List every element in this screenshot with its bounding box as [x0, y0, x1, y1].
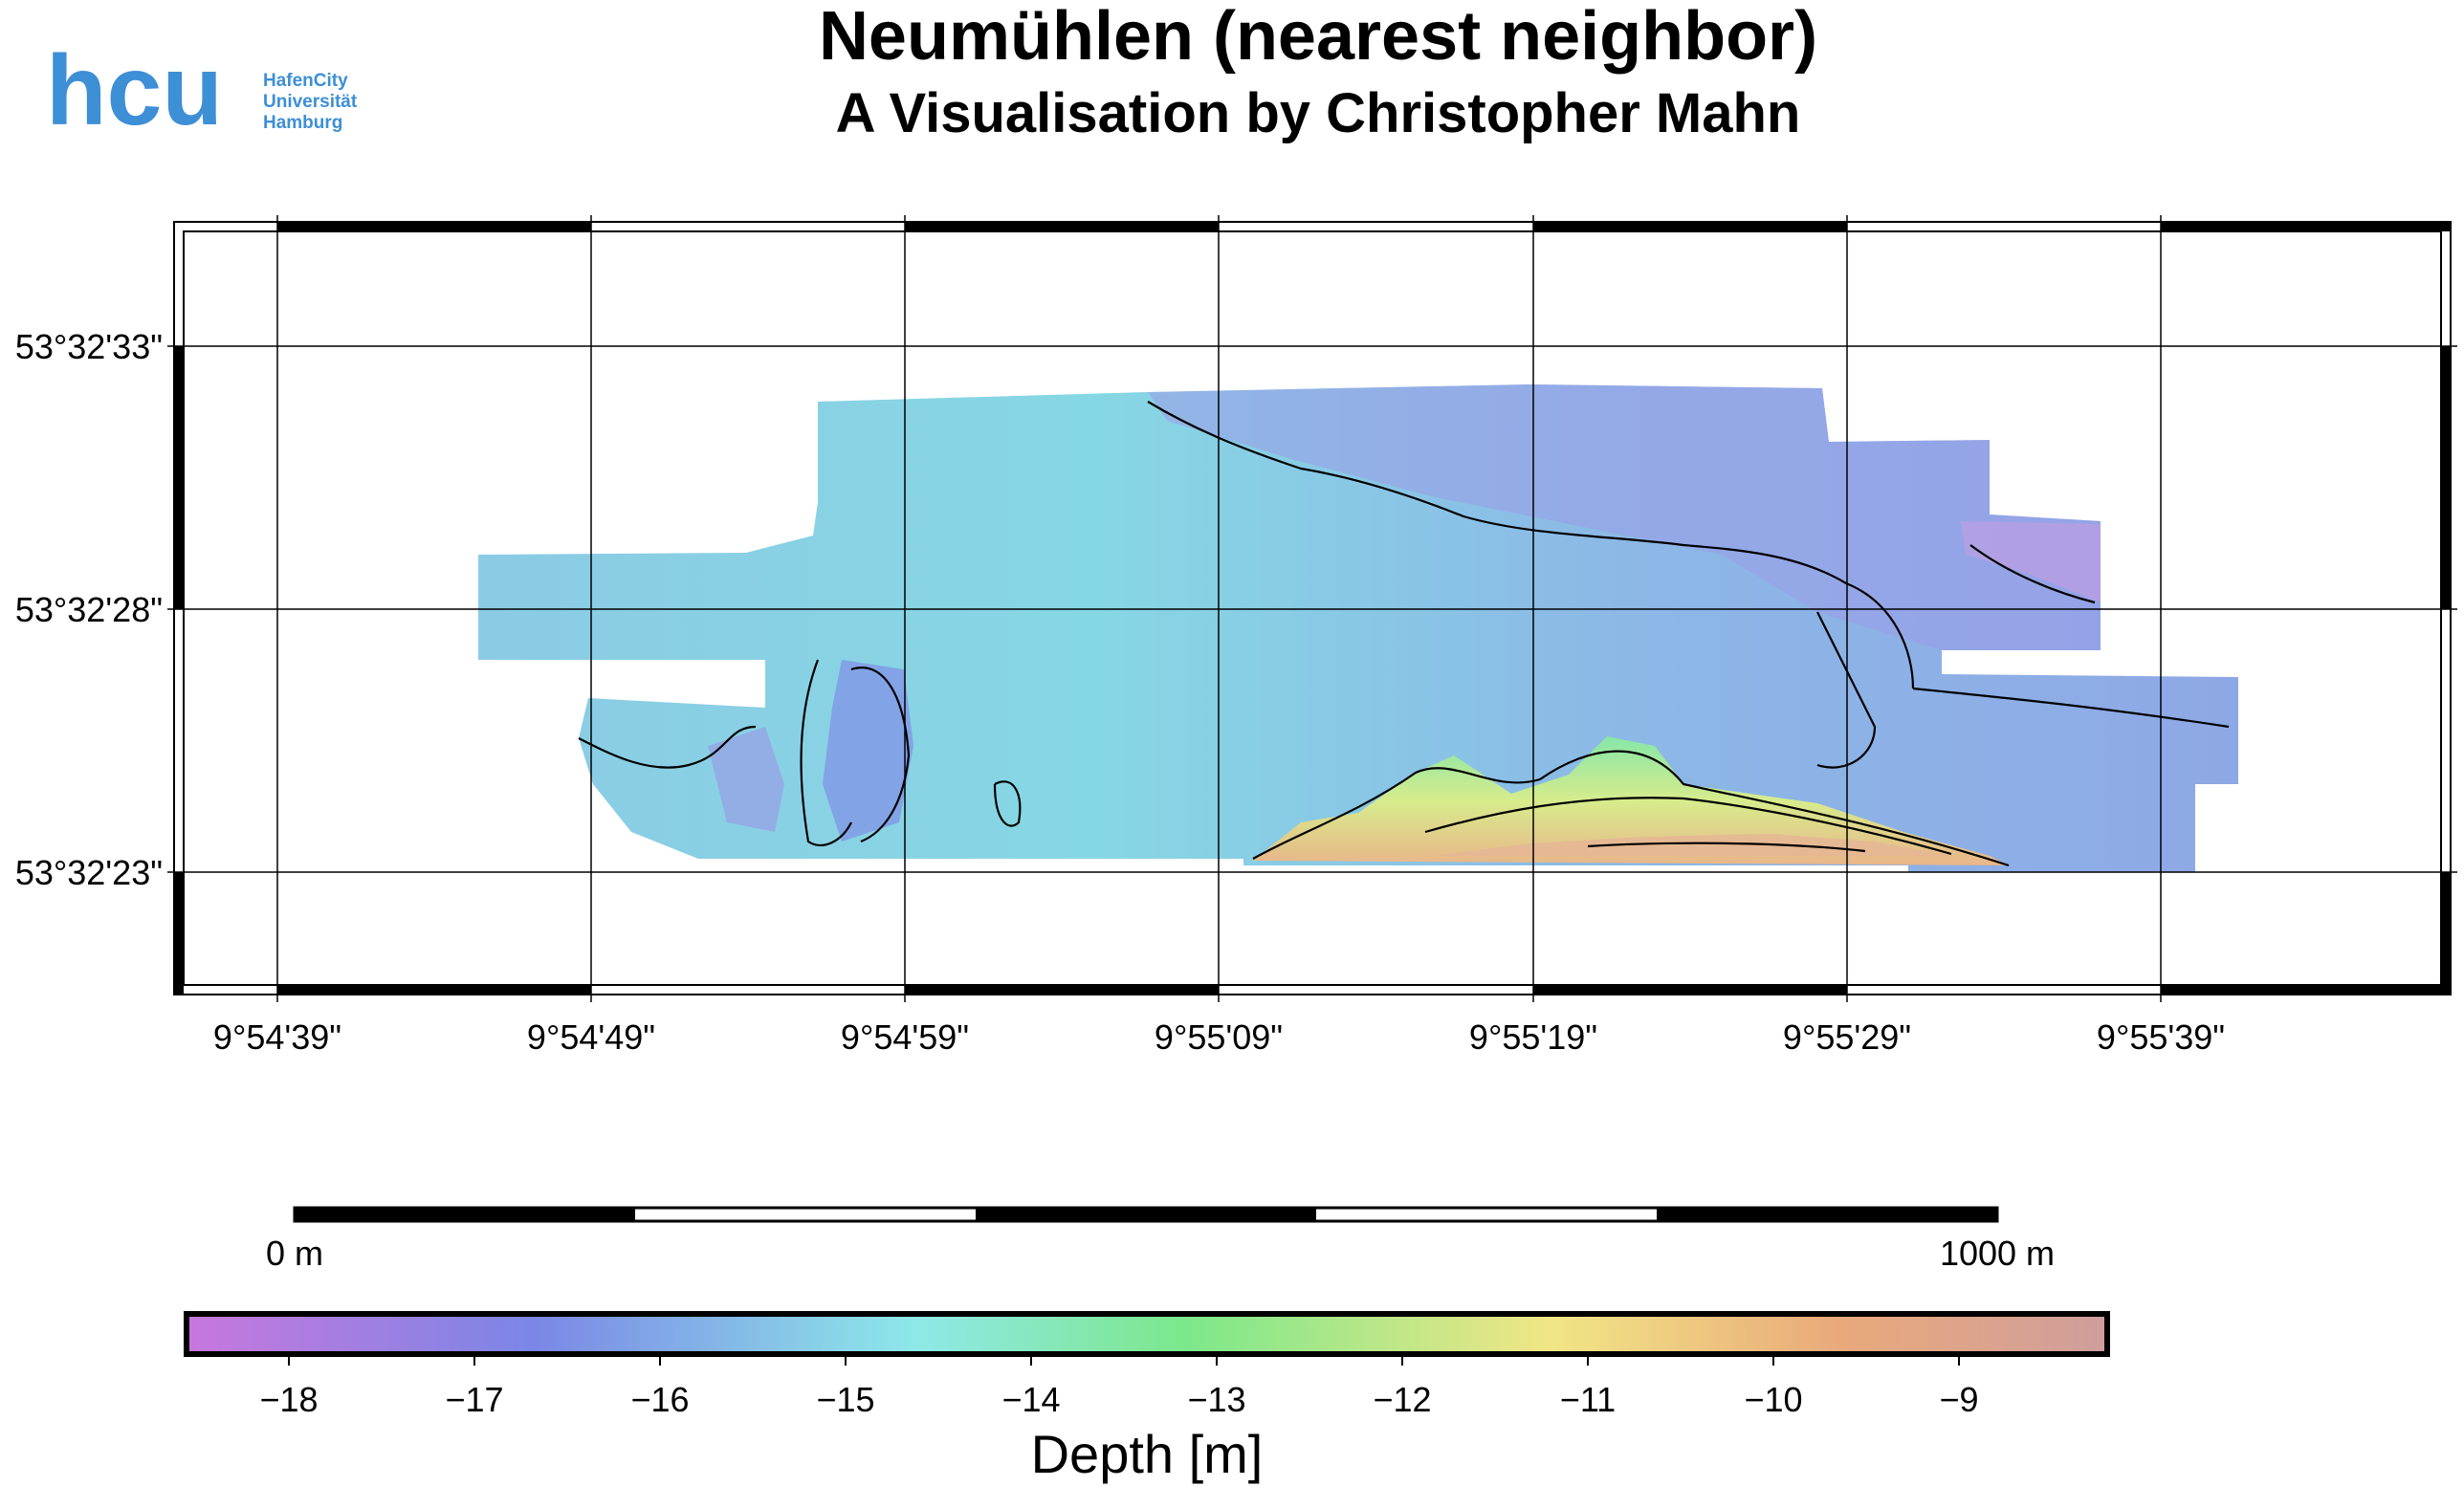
- colorbar-tick: −13: [1187, 1380, 1245, 1419]
- depth-contours: [578, 401, 2230, 867]
- logo-wordmark: hcu: [46, 35, 223, 146]
- latitude-labels: 53°32'33" 53°32'28" 53°32'23": [15, 327, 163, 892]
- bathymetry-surface: [478, 384, 2238, 872]
- lat-label: 53°32'33": [15, 327, 163, 366]
- lon-label: 9°55'09": [1155, 1017, 1283, 1057]
- depth-colorbar: −18 −17 −16 −15 −14 −13 −12 −11 −10 −9 D…: [184, 1311, 2110, 1484]
- colorbar-tick: −9: [1939, 1380, 1978, 1419]
- colorbar-tick: −16: [630, 1380, 689, 1419]
- lat-label: 53°32'28": [15, 590, 163, 629]
- hcu-logo: hcu HafenCity Universität Hamburg: [46, 35, 358, 146]
- lon-label: 9°55'19": [1469, 1017, 1597, 1057]
- lon-label: 9°55'39": [2097, 1017, 2225, 1057]
- map-subtitle: A Visualisation by Christopher Mahn: [836, 82, 1801, 144]
- colorbar-tick: −15: [816, 1380, 874, 1419]
- colorbar-tick: −18: [259, 1380, 318, 1419]
- longitude-labels: 9°54'39" 9°54'49" 9°54'59" 9°55'09" 9°55…: [213, 1017, 2225, 1057]
- lon-label: 9°55'29": [1783, 1017, 1911, 1057]
- logo-line-3: Hamburg: [263, 113, 342, 133]
- scale-start-label: 0 m: [266, 1234, 323, 1273]
- logo-line-2: Universität: [263, 92, 358, 112]
- lat-label: 53°32'23": [15, 853, 163, 892]
- colorbar-tick: −14: [1001, 1380, 1060, 1419]
- colorbar-tick: −11: [1560, 1380, 1616, 1419]
- colorbar-tick: −10: [1744, 1380, 1802, 1419]
- colorbar-tick: −17: [445, 1380, 503, 1419]
- colorbar-label: Depth [m]: [1031, 1424, 1264, 1484]
- lon-label: 9°54'59": [841, 1017, 969, 1057]
- lon-label: 9°54'49": [527, 1017, 655, 1057]
- lon-label: 9°54'39": [213, 1017, 341, 1057]
- scale-bar: 0 m 1000 m: [266, 1206, 2055, 1273]
- graticule: [167, 215, 2457, 1002]
- scale-end-label: 1000 m: [1940, 1234, 2055, 1273]
- colorbar-tick: −12: [1373, 1380, 1431, 1419]
- logo-line-1: HafenCity: [263, 71, 348, 91]
- map-title: Neumühlen (nearest neighbor): [819, 0, 1817, 75]
- map-frame: [173, 221, 2452, 995]
